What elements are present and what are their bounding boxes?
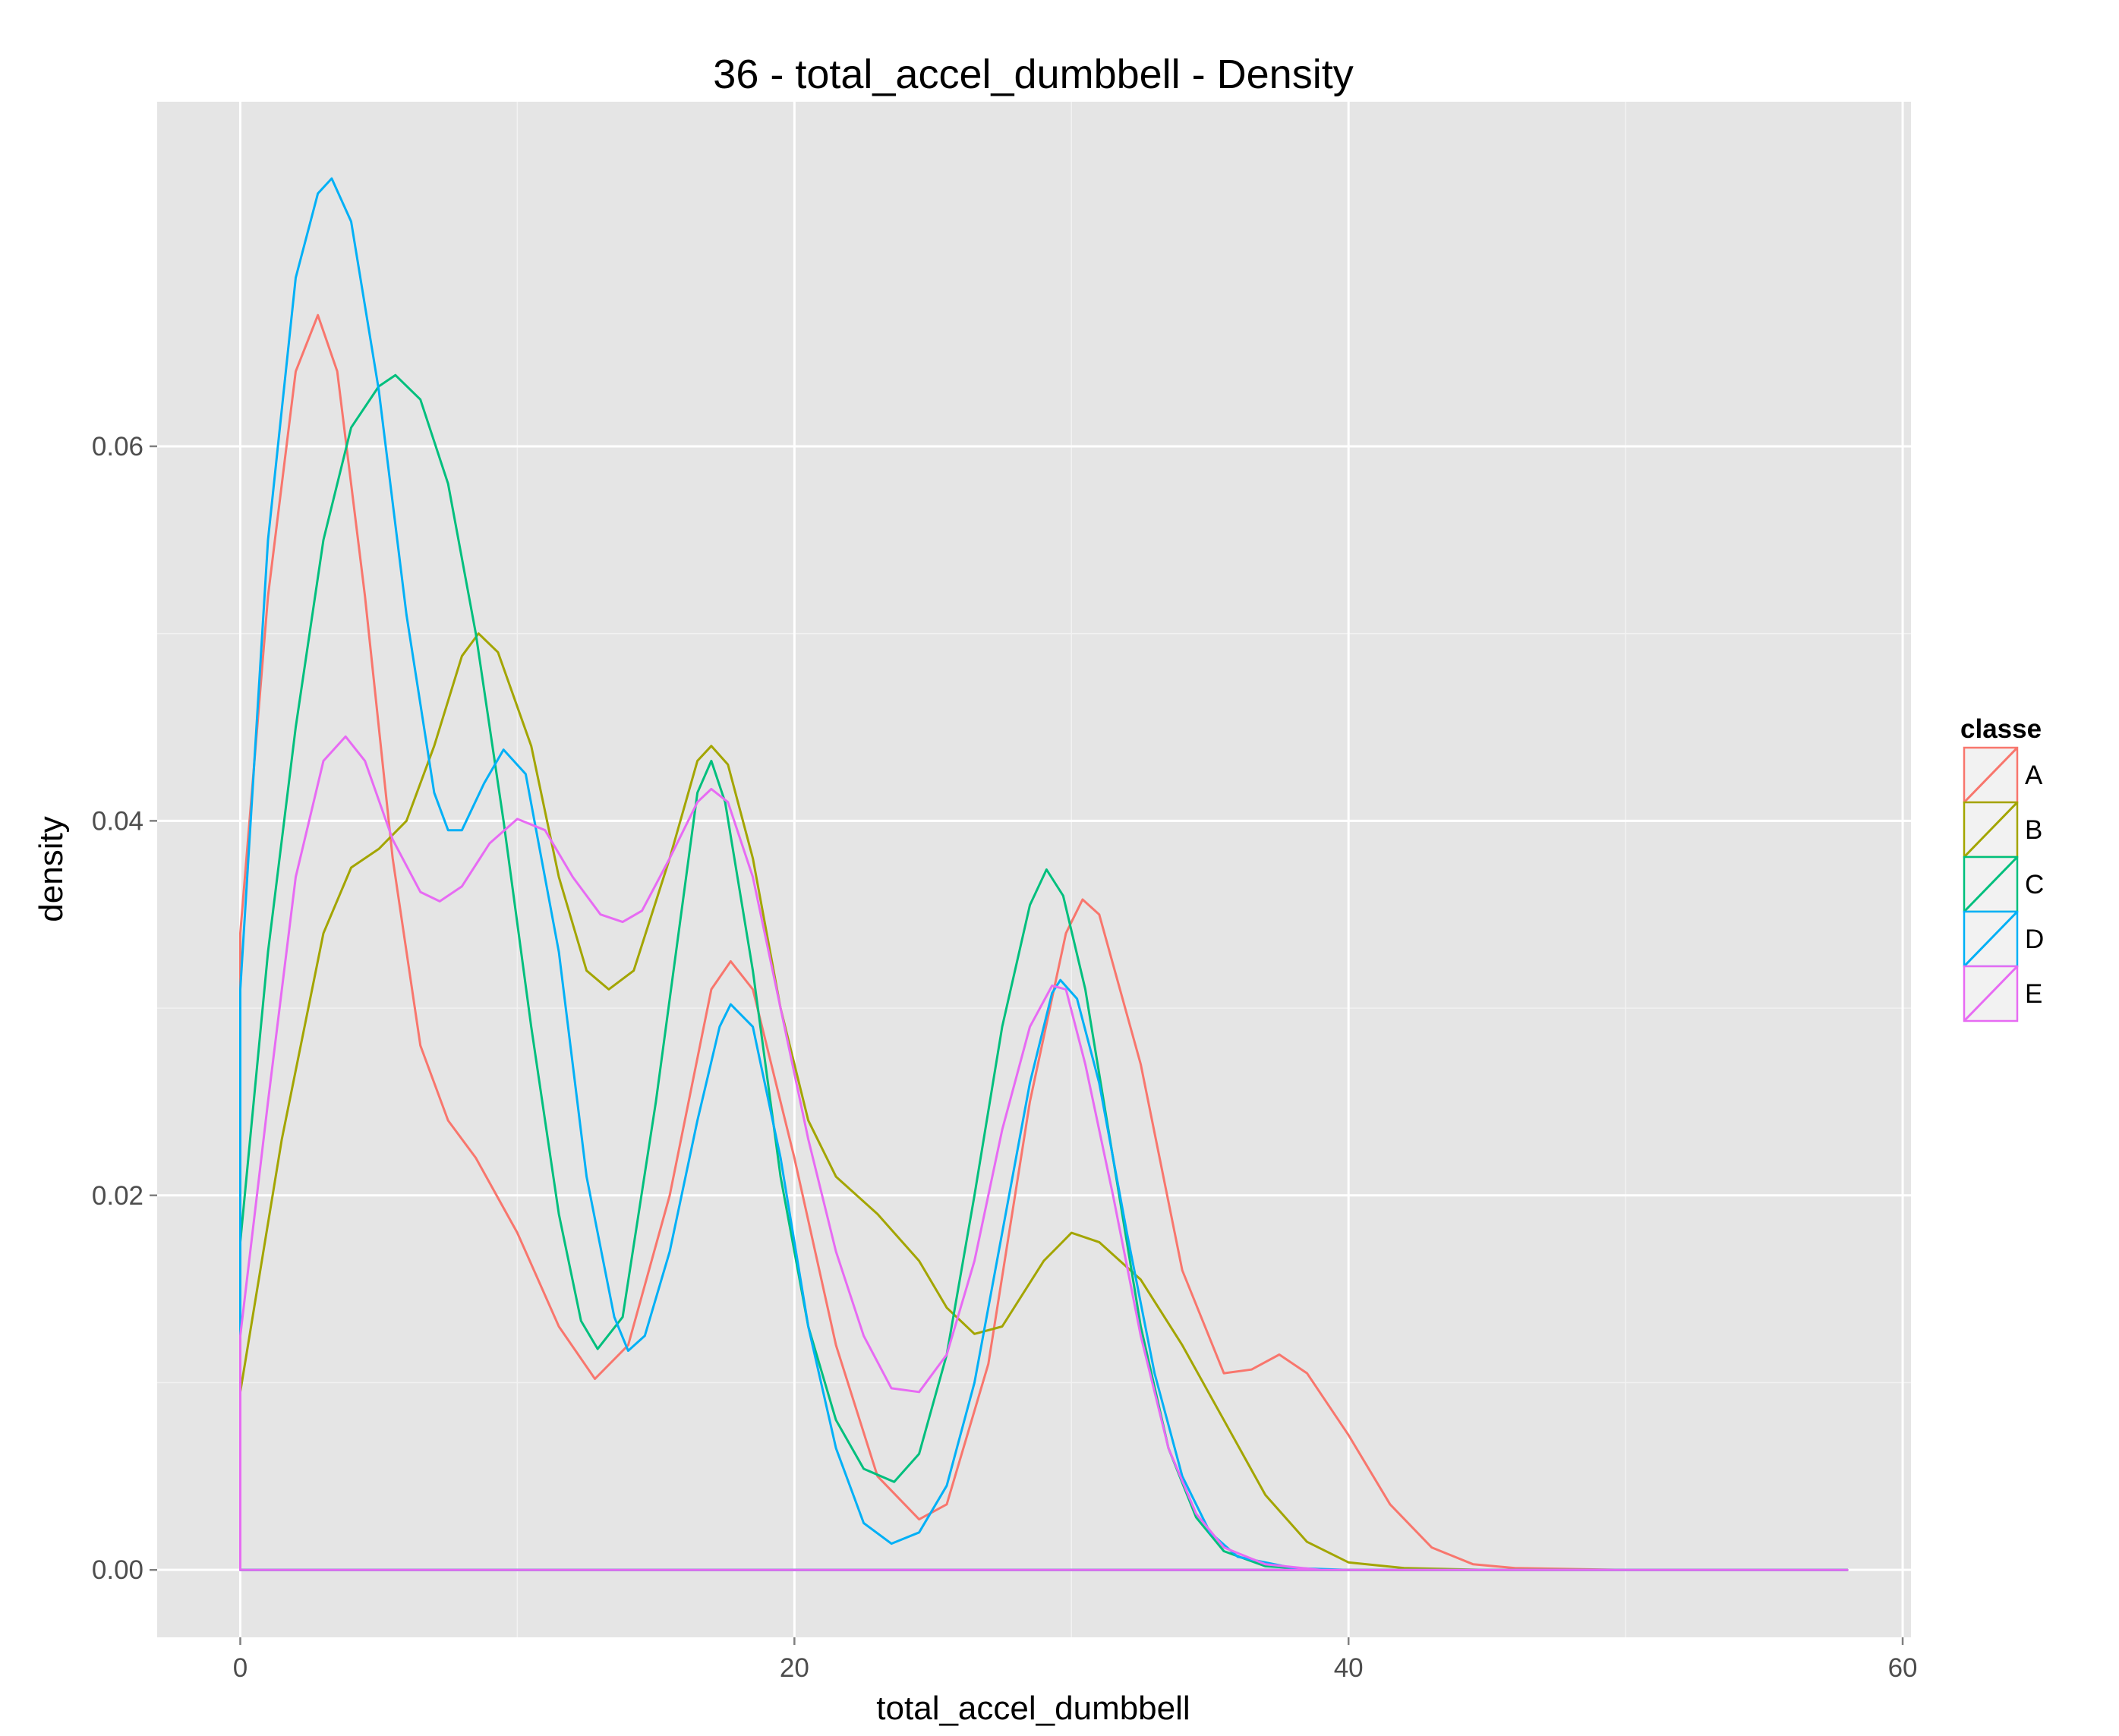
legend-item-A: A (1963, 746, 2043, 804)
series-line-C (239, 373, 1849, 1571)
x-axis-title: total_accel_dumbbell (876, 1690, 1190, 1727)
legend-item-B: B (1963, 801, 2042, 859)
y-tick-label: 0.06 (92, 432, 143, 462)
y-axis-title: density (33, 816, 70, 922)
legend-label: C (2025, 870, 2044, 900)
legend-key-line (1963, 910, 2019, 968)
y-axis: 0.00 0.02 0.04 0.06 (92, 432, 157, 1585)
minor-gridlines (157, 102, 1911, 1637)
series-line-A (239, 313, 1849, 1571)
x-axis: 0 20 40 60 (233, 1637, 1918, 1683)
legend-title: classe (1960, 714, 2042, 744)
density-lines (239, 177, 1849, 1571)
legend-label: A (2025, 761, 2043, 790)
legend-item-C: C (1963, 855, 2044, 913)
legend-item-E: E (1963, 965, 2042, 1022)
x-tick-label: 60 (1888, 1653, 1918, 1683)
series-line-E (239, 735, 1849, 1571)
chart-title: 36 - total_accel_dumbbell - Density (713, 52, 1353, 97)
y-tick-label: 0.04 (92, 806, 143, 836)
series-line-D (239, 177, 1849, 1571)
legend-label: B (2025, 815, 2042, 845)
legend-key-line (1963, 746, 2019, 804)
legend-label: E (2025, 979, 2042, 1009)
y-tick-label: 0.02 (92, 1181, 143, 1211)
x-tick-label: 0 (233, 1653, 248, 1683)
legend-label: D (2025, 925, 2044, 954)
x-tick-label: 40 (1334, 1653, 1364, 1683)
legend-key-line (1963, 965, 2019, 1022)
y-tick-label: 0.00 (92, 1555, 143, 1585)
x-tick-label: 20 (780, 1653, 809, 1683)
legend-item-D: D (1963, 910, 2044, 968)
legend-key-line (1963, 801, 2019, 859)
plot-panel (157, 102, 1911, 1637)
legend-key-line (1963, 855, 2019, 913)
